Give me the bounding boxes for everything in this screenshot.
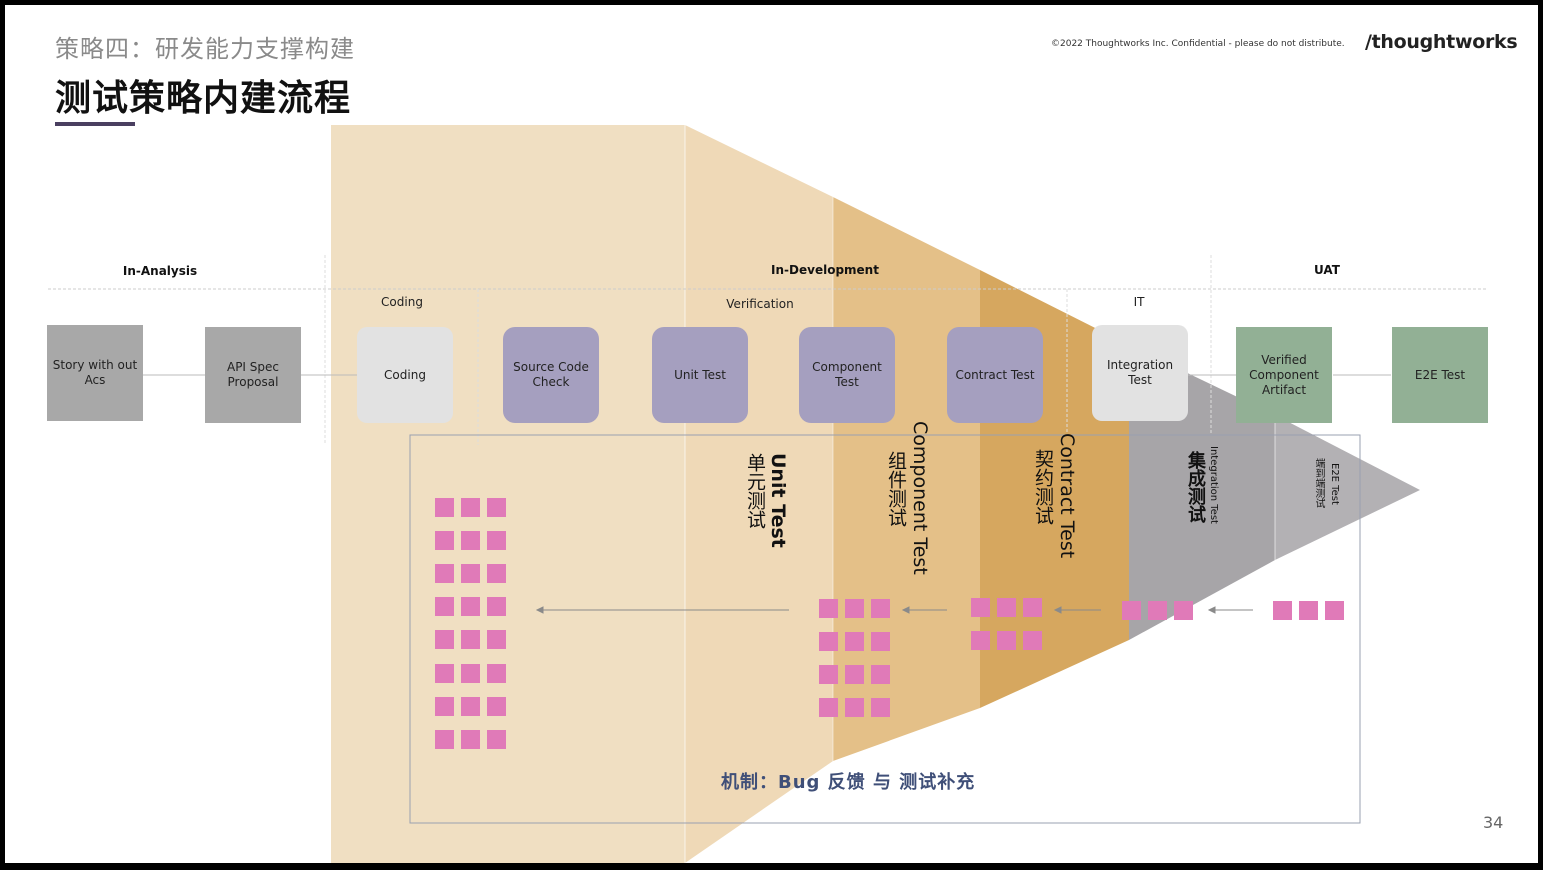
unit-test-band (685, 125, 833, 863)
step-source-code-check: Source Code Check (503, 327, 599, 423)
thoughtworks-logo: /thoughtworks (1365, 31, 1518, 53)
label-e2e-test-zh: 端到端测试 (1313, 458, 1324, 508)
label-integration-test-en: Integration Test (1208, 446, 1219, 524)
label-unit-test-zh: 单元测试 (744, 453, 766, 529)
phase-in-analysis: In-Analysis (122, 264, 198, 278)
e2e-test-band (1275, 415, 1420, 560)
label-component-test-zh: 组件测试 (885, 451, 907, 527)
step-api-spec: API Spec Proposal (205, 327, 301, 423)
bug-squares (435, 498, 1344, 749)
step-component-test: Component Test (799, 327, 895, 423)
label-component-test-en: Component Test (909, 421, 931, 575)
flow-diagram (48, 125, 1488, 863)
slide: 策略四：研发能力支撑构建 测试策略内建流程 ©2022 Thoughtworks… (5, 5, 1538, 863)
step-coding: Coding (357, 327, 453, 423)
step-unit-test: Unit Test (652, 327, 748, 423)
section-subtitle: 策略四：研发能力支撑构建 (55, 35, 355, 63)
label-e2e-test-en: E2E Test (1329, 463, 1340, 505)
title-underline (55, 122, 135, 126)
feedback-arrows (535, 606, 1253, 614)
label-integration-test-zh: 集成测试 (1185, 451, 1206, 523)
step-integration-test: Integration Test (1092, 325, 1188, 421)
phase-uat: UAT (1314, 263, 1340, 277)
label-contract-test-en: Contract Test (1056, 433, 1078, 559)
step-e2e-test: E2E Test (1392, 327, 1488, 423)
subphase-verification: Verification (726, 297, 794, 311)
subphase-it: IT (1133, 295, 1145, 309)
mechanism-caption: 机制：Bug 反馈 与 测试补充 (721, 772, 976, 793)
step-story: Story with out Acs (47, 325, 143, 421)
page-title: 测试策略内建流程 (55, 78, 352, 119)
label-contract-test-zh: 契约测试 (1032, 449, 1054, 525)
copyright-notice: ©2022 Thoughtworks Inc. Confidential - p… (1051, 39, 1345, 49)
subphase-coding: Coding (381, 295, 423, 309)
step-verified-artifact: Verified Component Artifact (1236, 327, 1332, 423)
coding-band (331, 125, 685, 863)
label-unit-test-en: Unit Test (767, 453, 789, 548)
step-contract-test: Contract Test (947, 327, 1043, 423)
feedback-box (409, 434, 1361, 824)
page-number: 34 (1483, 813, 1504, 832)
phase-in-development: In-Development (771, 263, 879, 277)
